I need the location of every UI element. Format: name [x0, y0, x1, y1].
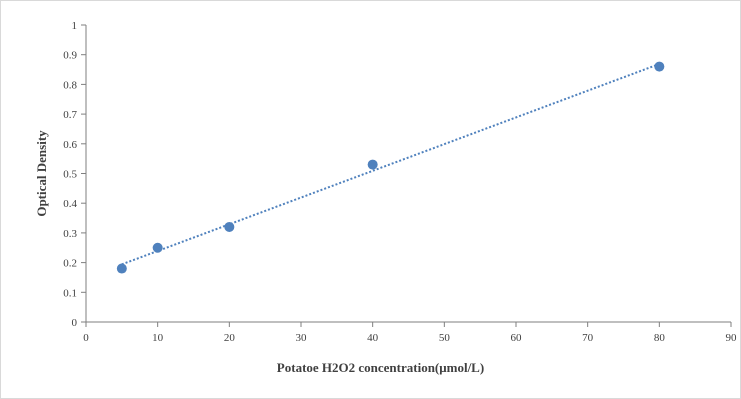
y-tick-label: 0.3: [63, 228, 77, 240]
x-tick-label: 20: [224, 332, 236, 344]
x-ticks: 0 10 20 30 40 50 60 70 80 90: [83, 322, 737, 344]
y-tick-label: 0.4: [63, 198, 77, 210]
y-tick-label: 0.1: [63, 287, 77, 299]
x-tick-label: 10: [152, 332, 164, 344]
data-points: [116, 61, 665, 274]
x-tick-label: 30: [296, 332, 308, 344]
y-tick-label: 0.6: [63, 139, 77, 151]
y-tick-label: 1: [72, 20, 78, 32]
x-tick-label: 40: [367, 332, 379, 344]
y-tick-label: 0.9: [63, 50, 77, 62]
axes: [85, 25, 731, 323]
data-point: [654, 61, 665, 72]
y-ticks: 0 0.1 0.2 0.3 0.4 0.5 0.6 0.7 0.8 0.9 1: [63, 20, 86, 329]
y-tick-label: 0.2: [63, 258, 77, 270]
y-tick-label: 0.5: [63, 169, 77, 181]
x-tick-label: 60: [511, 332, 523, 344]
y-tick-label: 0.8: [63, 79, 77, 91]
data-point: [152, 242, 163, 253]
x-tick-label: 90: [726, 332, 738, 344]
data-point: [367, 159, 378, 170]
y-axis-title: Optical Density: [34, 130, 49, 217]
x-axis-title: Potatoe H2O2 concentration(μmol/L): [277, 360, 484, 375]
trendline: [121, 63, 660, 266]
y-tick-label: 0.7: [63, 109, 77, 121]
y-tick-label: 0: [72, 317, 78, 329]
x-tick-label: 80: [654, 332, 666, 344]
x-tick-label: 70: [582, 332, 594, 344]
x-tick-label: 50: [439, 332, 451, 344]
data-point: [224, 221, 235, 232]
x-tick-label: 0: [83, 332, 89, 344]
data-point: [116, 263, 127, 274]
